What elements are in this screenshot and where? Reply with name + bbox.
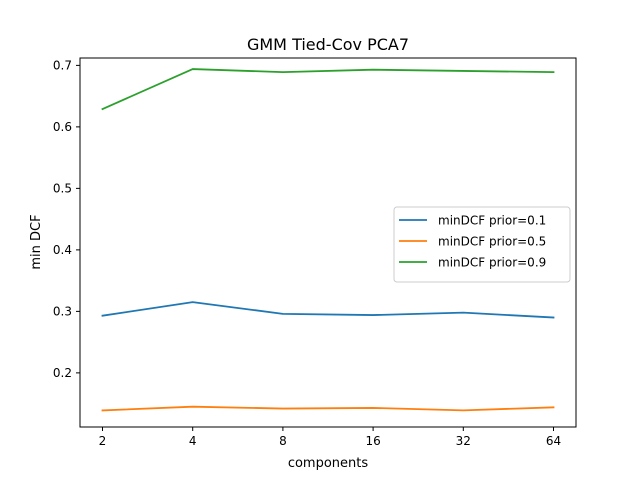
y-tick-label: 0.7: [53, 58, 72, 72]
x-tick-label: 4: [189, 434, 197, 448]
series-line-1: [101, 405, 555, 412]
legend-label-2: minDCF prior=0.9: [438, 256, 546, 270]
axis-ticks: 2 4 8 16 32 64 0.2 0.3 0.4 0.5 0.6 0.7: [53, 58, 561, 448]
plot-area: [101, 68, 555, 412]
legend: minDCF prior=0.1 minDCF prior=0.5 minDCF p…: [393, 206, 571, 283]
y-tick-label: 0.2: [53, 366, 72, 380]
x-tick-label: 16: [365, 434, 380, 448]
y-axis-label: min DCF: [29, 214, 44, 269]
legend-box: [393, 206, 571, 283]
y-tick-label: 0.6: [53, 120, 72, 134]
y-tick-label: 0.5: [53, 181, 72, 195]
y-tick-label: 0.3: [53, 304, 72, 318]
x-tick-label: 32: [456, 434, 471, 448]
legend-label-1: minDCF prior=0.5: [438, 235, 546, 249]
legend-label-0: minDCF prior=0.1: [438, 214, 546, 228]
chart-title: GMM Tied-Cov PCA7: [247, 35, 409, 54]
series-line-2: [101, 68, 555, 111]
x-axis-label: components: [288, 456, 369, 471]
axes-frame: [79, 57, 577, 428]
x-tick-label: 8: [279, 434, 287, 448]
x-tick-label: 64: [546, 434, 561, 448]
y-tick-label: 0.4: [53, 243, 72, 257]
series-line-0: [101, 301, 555, 319]
x-tick-label: 2: [99, 434, 107, 448]
